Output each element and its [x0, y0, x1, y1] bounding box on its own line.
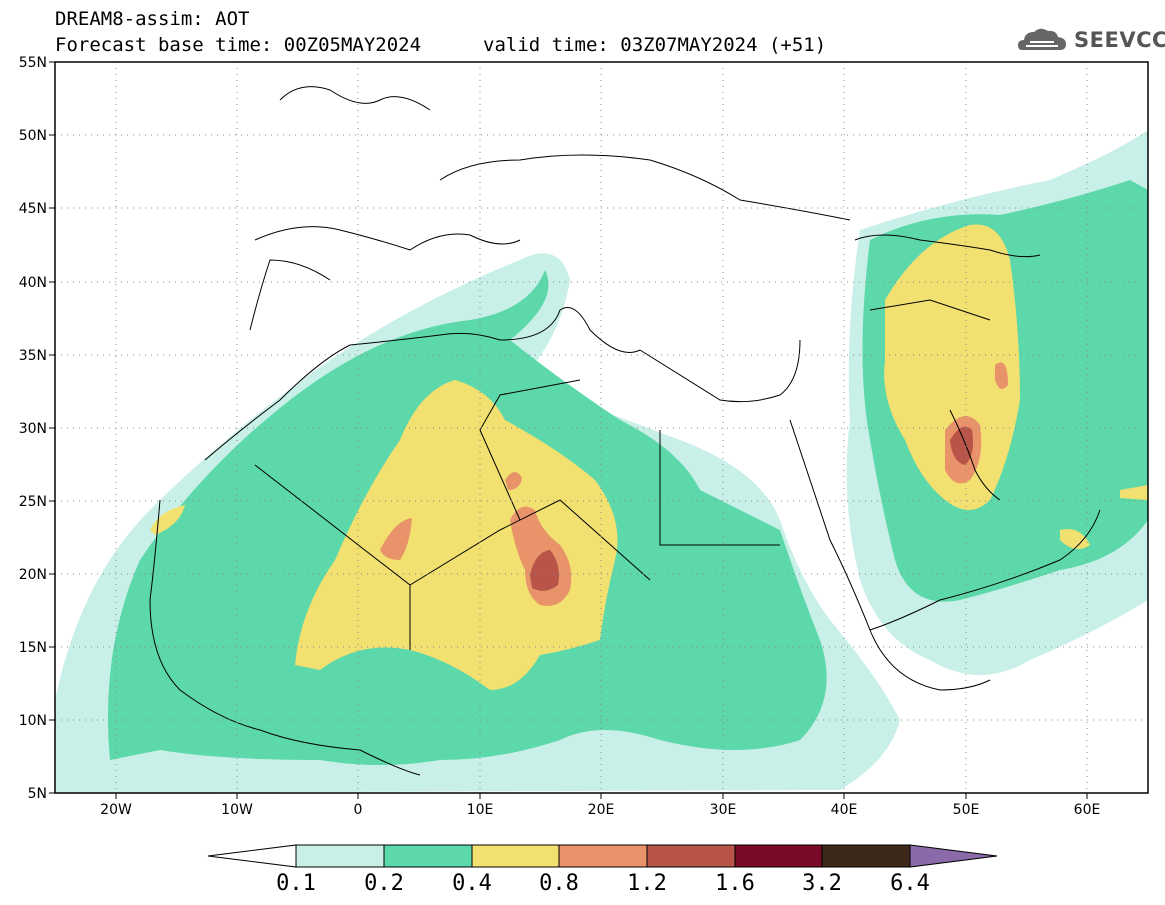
lat-tick-label: 20N	[19, 567, 47, 583]
lat-tick-label: 45N	[19, 201, 47, 217]
colorbar-label: 0.4	[452, 871, 492, 896]
colorbar-label: 1.2	[627, 871, 667, 896]
aot-band-1.2-1.6	[530, 426, 974, 591]
colorbar-label: 1.6	[715, 871, 755, 896]
lat-tick-label: 40N	[19, 275, 47, 291]
colorbar-swatch	[295, 844, 385, 868]
colorbar-label: 6.4	[890, 871, 930, 896]
valid-time: valid time: 03Z07MAY2024 (+51)	[483, 34, 827, 56]
lat-tick-label: 50N	[19, 128, 47, 144]
axis-ticks	[49, 61, 1088, 799]
lon-tick-label: 60E	[1074, 802, 1101, 818]
colorbar-low-arrow	[207, 844, 297, 868]
colorbar-swatch	[471, 844, 560, 868]
lat-labels: 55N 50N 45N 40N 35N 30N 25N 20N 15N 10N …	[19, 55, 47, 802]
lat-tick-label: 55N	[19, 55, 47, 71]
colorbar-swatch	[558, 844, 648, 868]
colorbar-label: 0.1	[276, 871, 316, 896]
lat-tick-label: 5N	[28, 786, 47, 802]
lon-tick-label: 40E	[831, 802, 858, 818]
lon-tick-label: 10E	[467, 802, 494, 818]
coastlines	[149, 86, 1101, 776]
lat-tick-label: 15N	[19, 640, 47, 656]
aot-band-0.4-0.8	[150, 224, 1148, 690]
lon-tick-label: 20W	[100, 802, 132, 818]
grid-lines	[55, 62, 1148, 793]
lon-tick-label: 50E	[953, 802, 980, 818]
lon-tick-label: 30E	[710, 802, 737, 818]
colorbar-high-arrow	[909, 844, 998, 868]
colorbar-swatch	[734, 844, 823, 868]
cloud-icon	[1018, 28, 1066, 50]
colorbar-swatch	[646, 844, 736, 868]
colorbar-swatch	[821, 844, 911, 868]
colorbar-label: 3.2	[802, 871, 842, 896]
lat-tick-label: 30N	[19, 421, 47, 437]
lat-tick-label: 25N	[19, 494, 47, 510]
lon-tick-label: 0	[354, 802, 363, 818]
colorbar-label: 0.2	[364, 871, 404, 896]
lon-tick-label: 10W	[221, 802, 253, 818]
lat-tick-label: 35N	[19, 348, 47, 364]
colorbar-label: 0.8	[539, 871, 579, 896]
colorbar-swatch	[383, 844, 473, 868]
lon-tick-label: 20E	[588, 802, 615, 818]
lon-labels: 20W 10W 0 10E 20E 30E 40E 50E 60E	[100, 802, 1100, 818]
forecast-base-time: Forecast base time: 00Z05MAY2024	[55, 34, 422, 56]
colorbar: 0.1 0.2 0.4 0.8 1.2 1.6 3.2 6.4	[207, 844, 998, 896]
lat-tick-label: 10N	[19, 713, 47, 729]
map-title: DREAM8-assim: AOT	[55, 8, 250, 30]
logo-text: SEEVCCC	[1074, 28, 1165, 52]
